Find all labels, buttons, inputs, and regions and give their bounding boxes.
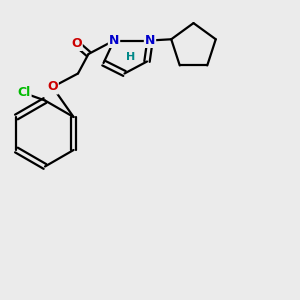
Text: N: N xyxy=(109,34,119,47)
Text: N: N xyxy=(145,34,155,47)
Text: O: O xyxy=(71,37,82,50)
Text: Cl: Cl xyxy=(17,86,31,100)
Text: H: H xyxy=(126,52,135,62)
Text: O: O xyxy=(47,80,58,94)
